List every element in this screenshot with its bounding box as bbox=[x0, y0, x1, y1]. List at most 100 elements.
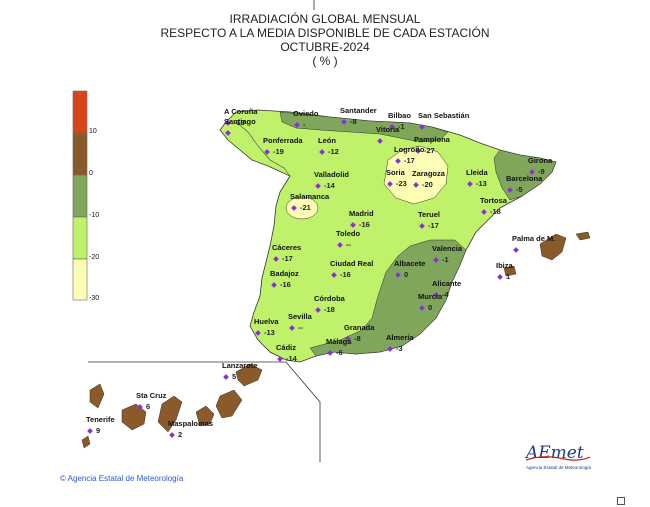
station-value-madrid: -16 bbox=[359, 220, 370, 229]
station-marker-tenerife bbox=[87, 428, 93, 434]
station-marker-santiago bbox=[225, 130, 231, 136]
station-value-pamplona: -27 bbox=[424, 146, 435, 155]
station-marker-ibiza bbox=[497, 274, 503, 280]
station-marker-murcia bbox=[419, 305, 425, 311]
station-marker-madrid bbox=[350, 222, 356, 228]
station-name-alicante: Alicante bbox=[432, 279, 461, 288]
station-value-ponferrada: -19 bbox=[273, 147, 284, 156]
portugal-border bbox=[235, 121, 291, 177]
station-value-bilbao: -1 bbox=[398, 122, 405, 131]
station-marker-maspalomas bbox=[169, 432, 175, 438]
station-marker-barcelona bbox=[507, 187, 513, 193]
station-name-sta-cruz: Sta Cruz bbox=[136, 391, 167, 400]
station-name-badajoz: Badajoz bbox=[270, 269, 299, 278]
svg-text:AEmet: AEmet bbox=[524, 443, 584, 463]
station-marker-leon bbox=[319, 149, 325, 155]
station-name-granada: Granada bbox=[344, 323, 375, 332]
station-marker-girona bbox=[529, 169, 535, 175]
station-name-bilbao: Bilbao bbox=[388, 111, 411, 120]
station-name-santiago: Santiago bbox=[224, 117, 256, 126]
station-value-a-coruna: -13 bbox=[234, 118, 245, 127]
station-layer: A Coruña-13SantiagoOviedo-Santander-8Bil… bbox=[86, 106, 555, 439]
station-name-zaragoza: Zaragoza bbox=[412, 169, 446, 178]
station-value-barcelona: -5 bbox=[516, 185, 523, 194]
station-marker-alicante bbox=[433, 292, 439, 298]
station-value-caceres: -17 bbox=[282, 254, 293, 263]
station-value-murcia: 0 bbox=[428, 303, 432, 312]
legend-tick-minus20: -20 bbox=[89, 254, 100, 261]
station-marker-vitoria bbox=[377, 138, 383, 144]
station-value-tortosa: -18 bbox=[490, 207, 501, 216]
station-value-teruel: -17 bbox=[428, 221, 439, 230]
station-value-granada: -8 bbox=[354, 334, 361, 343]
station-value-malaga: -6 bbox=[336, 348, 343, 357]
station-name-murcia: Murcia bbox=[418, 292, 443, 301]
station-marker-santander bbox=[341, 119, 347, 125]
station-marker-albacete bbox=[395, 272, 401, 278]
station-marker-almeria bbox=[387, 346, 393, 352]
island-mallorca bbox=[539, 233, 567, 261]
legend-tick-minus10: -10 bbox=[89, 212, 100, 219]
small-square-icon bbox=[617, 497, 625, 505]
station-name-pamplona: Pamplona bbox=[414, 135, 451, 144]
station-marker-zaragoza bbox=[413, 182, 419, 188]
station-value-huelva: -13 bbox=[264, 328, 275, 337]
station-name-valencia: Valencia bbox=[432, 244, 463, 253]
station-marker-granada bbox=[345, 336, 351, 342]
station-marker-soria bbox=[387, 181, 393, 187]
station-name-logrono: Logroño bbox=[394, 145, 425, 154]
station-name-tortosa: Tortosa bbox=[480, 196, 508, 205]
station-value-santander: -8 bbox=[350, 117, 357, 126]
svg-text:Agencia Estatal de Meteorologí: Agencia Estatal de Meteorología bbox=[526, 465, 592, 470]
station-name-cadiz: Cádiz bbox=[276, 343, 296, 352]
station-marker-ciudad-real bbox=[331, 272, 337, 278]
station-name-caceres: Cáceres bbox=[272, 243, 301, 252]
station-marker-toledo bbox=[337, 242, 343, 248]
credit-text: © Agencia Estatal de Meteorología bbox=[60, 474, 184, 483]
station-value-toledo: -- bbox=[346, 240, 351, 249]
zone-north-coast bbox=[279, 111, 449, 143]
station-marker-teruel bbox=[419, 223, 425, 229]
legend-colorbar bbox=[72, 90, 88, 301]
zone-southeast bbox=[309, 239, 467, 357]
station-name-vitoria: Vitoria bbox=[376, 125, 400, 134]
station-value-girona: -9 bbox=[538, 167, 545, 176]
station-value-oviedo: - bbox=[303, 120, 306, 129]
station-marker-lleida bbox=[467, 181, 473, 187]
station-name-barcelona: Barcelona bbox=[506, 174, 543, 183]
station-marker-oviedo bbox=[294, 122, 300, 128]
canary-islands bbox=[81, 363, 263, 449]
station-value-alicante: -4 bbox=[442, 290, 449, 299]
station-name-sevilla: Sevilla bbox=[288, 312, 313, 321]
station-marker-badajoz bbox=[271, 282, 277, 288]
station-marker-sevilla bbox=[289, 325, 295, 331]
station-name-salamanca: Salamanca bbox=[290, 192, 330, 201]
station-name-lleida: Lleida bbox=[466, 168, 489, 177]
zone-salamanca-low bbox=[285, 196, 319, 220]
station-value-valladolid: -14 bbox=[324, 181, 336, 190]
title-line-1: IRRADIACIÓN GLOBAL MENSUAL bbox=[229, 12, 421, 26]
station-marker-valladolid bbox=[315, 183, 321, 189]
station-marker-ponferrada bbox=[264, 149, 270, 155]
title-line-4: ( % ) bbox=[312, 54, 338, 68]
island-menorca bbox=[575, 231, 591, 241]
station-name-lanzarote: Lanzarote bbox=[222, 361, 257, 370]
station-name-huelva: Huelva bbox=[254, 317, 279, 326]
station-value-soria: -23 bbox=[396, 179, 407, 188]
legend-tick-10: 10 bbox=[89, 128, 97, 135]
station-value-salamanca: -21 bbox=[300, 203, 311, 212]
station-name-san-sebastian: San Sebastián bbox=[418, 111, 470, 120]
station-value-maspalomas: 2 bbox=[178, 430, 182, 439]
legend-tick-minus30: -30 bbox=[89, 295, 100, 302]
station-name-ciudad-real: Ciudad Real bbox=[330, 259, 373, 268]
station-marker-tortosa bbox=[481, 209, 487, 215]
station-value-tenerife: 9 bbox=[96, 426, 100, 435]
station-name-tenerife: Tenerife bbox=[86, 415, 115, 424]
station-marker-pamplona bbox=[415, 148, 421, 154]
aemet-logo: AEmet Agencia Estatal de Meteorología bbox=[524, 440, 594, 477]
station-marker-cadiz bbox=[277, 356, 283, 362]
station-value-badajoz: -16 bbox=[280, 280, 291, 289]
station-name-teruel: Teruel bbox=[418, 210, 440, 219]
legend-tick-0: 0 bbox=[89, 170, 93, 177]
station-value-valencia: -1 bbox=[442, 255, 449, 264]
